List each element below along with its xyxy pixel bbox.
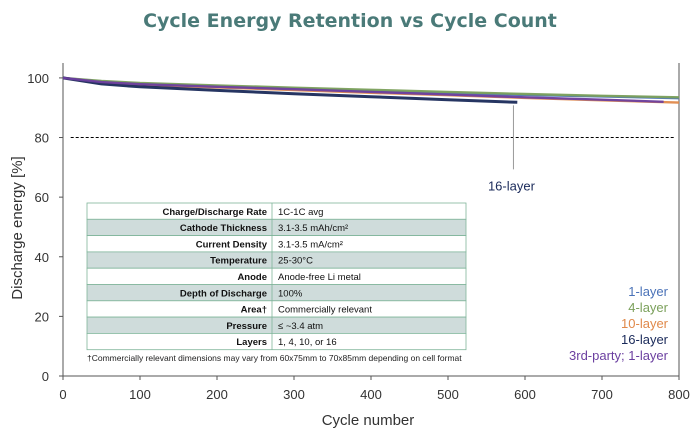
y-tick-label: 100 [27, 71, 49, 86]
y-tick-group: 0 20 40 60 80 100 [27, 71, 63, 384]
legend-entry: 1-layer [628, 284, 668, 299]
table-value: Commercially relevant [278, 305, 372, 316]
legend-entry: 10-layer [621, 316, 669, 331]
x-tick-label: 800 [668, 387, 690, 402]
table-row [86, 267, 467, 285]
y-tick-label: 20 [35, 309, 49, 324]
legend: 1-layer4-layer10-layer16-layer3rd-party;… [569, 284, 669, 363]
y-axis-label: Discharge energy [%] [9, 156, 26, 299]
table-value: 1C-1C avg [278, 207, 323, 218]
table-value: ≤ ~3.4 atm [278, 321, 323, 332]
table-row [86, 300, 467, 318]
x-tick-label: 200 [206, 387, 228, 402]
table-key: Layers [236, 337, 267, 348]
table-row [86, 218, 467, 237]
series-group [62, 76, 680, 104]
table-footnote: †Commercially relevant dimensions may va… [87, 353, 462, 363]
x-axis-label: Cycle number [322, 412, 415, 429]
x-tick-label: 0 [59, 387, 66, 402]
table-row [86, 251, 467, 269]
y-tick-label: 80 [35, 131, 49, 146]
table-row [86, 284, 467, 302]
x-tick-label: 700 [591, 387, 613, 402]
table-row [86, 202, 467, 220]
x-tick-group: 0 100 200 300 400 500 600 700 800 [59, 376, 690, 402]
table-key: Area† [241, 305, 267, 316]
table-value: Anode-free Li metal [278, 272, 361, 283]
annotation-label: 16-layer [488, 178, 536, 193]
x-tick-label: 500 [437, 387, 459, 402]
x-tick-label: 100 [129, 387, 151, 402]
chart-title: Cycle Energy Retention vs Cycle Count [143, 10, 557, 32]
legend-entry: 16-layer [621, 332, 669, 347]
x-tick-label: 400 [360, 387, 382, 402]
legend-entry: 4-layer [628, 300, 668, 315]
y-tick-label: 40 [35, 250, 49, 265]
table-row [86, 235, 467, 253]
table-value: 25-30°C [278, 256, 313, 267]
series-line-4 [62, 76, 518, 104]
legend-entry: 3rd-party; 1-layer [569, 348, 669, 363]
parameter-table: Charge/Discharge Rate 1C-1C avg Cathode Th… [86, 202, 467, 351]
table-row [86, 332, 467, 351]
table-key: Depth of Discharge [180, 288, 267, 299]
table-key: Cathode Thickness [180, 223, 267, 234]
series-line-5 [62, 76, 664, 103]
table-key: Temperature [210, 256, 267, 267]
y-tick-label: 60 [35, 190, 49, 205]
table-key: Anode [237, 272, 267, 283]
table-value: 3.1-3.5 mAh/cm² [278, 223, 348, 234]
table-key: Pressure [226, 321, 267, 332]
x-tick-label: 600 [514, 387, 536, 402]
table-key: Charge/Discharge Rate [162, 207, 267, 218]
table-value: 3.1-3.5 mA/cm² [278, 239, 343, 250]
table-row [86, 316, 467, 334]
table-value: 1, 4, 10, or 16 [278, 337, 337, 348]
y-tick-label: 0 [42, 369, 49, 384]
table-value: 100% [278, 288, 303, 299]
table-key: Current Density [196, 239, 268, 250]
x-tick-label: 300 [283, 387, 305, 402]
